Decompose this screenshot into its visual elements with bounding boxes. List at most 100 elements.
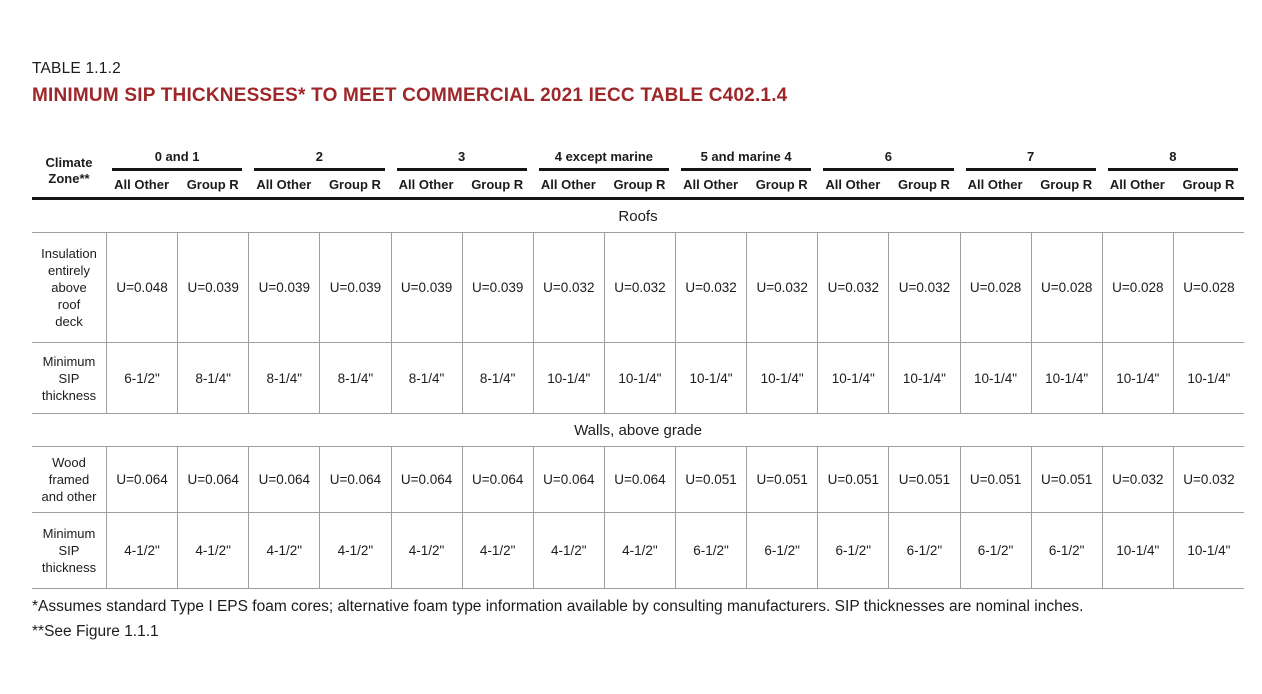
value-cell: U=0.064 bbox=[177, 447, 249, 513]
value-cell: U=0.064 bbox=[106, 447, 178, 513]
value-cell: U=0.064 bbox=[461, 447, 533, 513]
value-cell: U=0.064 bbox=[603, 447, 675, 513]
value-cell: U=0.028 bbox=[1101, 233, 1173, 343]
value-cell: U=0.064 bbox=[532, 447, 604, 513]
value-cell: 4-1/2" bbox=[248, 513, 320, 589]
value-cell: 10-1/4" bbox=[532, 343, 604, 414]
zone-header-label: 0 and 1 bbox=[112, 145, 243, 171]
value-cell: U=0.039 bbox=[248, 233, 320, 343]
value-cell: U=0.051 bbox=[1030, 447, 1102, 513]
subheader-cell: All Other bbox=[540, 176, 596, 192]
value-cell: U=0.039 bbox=[319, 233, 391, 343]
section-title: Walls, above grade bbox=[32, 414, 1244, 447]
value-cell: 10-1/4" bbox=[888, 343, 960, 414]
value-cell: 4-1/2" bbox=[177, 513, 249, 589]
value-cell: U=0.039 bbox=[177, 233, 249, 343]
row-label: Wood framed and other bbox=[32, 447, 106, 513]
value-cell: 10-1/4" bbox=[1101, 513, 1173, 589]
row-label: Minimum SIP thickness bbox=[32, 513, 106, 589]
subheader-cell: Group R bbox=[1182, 176, 1235, 192]
table-number: TABLE 1.1.2 bbox=[32, 60, 121, 77]
value-cell: 8-1/4" bbox=[319, 343, 391, 414]
value-cell: 8-1/4" bbox=[390, 343, 462, 414]
value-cell: 8-1/4" bbox=[177, 343, 249, 414]
value-cell: U=0.028 bbox=[1030, 233, 1102, 343]
zone-header-cell: 5 and marine 4 bbox=[675, 145, 817, 171]
value-cell: U=0.064 bbox=[319, 447, 391, 513]
zone-header-cell: 6 bbox=[817, 145, 959, 171]
value-cell: 6-1/2" bbox=[675, 513, 747, 589]
subheader-cell: All Other bbox=[825, 176, 881, 192]
zone-header-label: 8 bbox=[1107, 145, 1238, 171]
value-cell: U=0.039 bbox=[461, 233, 533, 343]
value-cell: 10-1/4" bbox=[746, 343, 818, 414]
zone-header-label: 6 bbox=[823, 145, 954, 171]
subheader-cell: Group R bbox=[1040, 176, 1093, 192]
header-rule bbox=[32, 197, 1244, 200]
value-cell: U=0.032 bbox=[1172, 447, 1244, 513]
value-cell: 10-1/4" bbox=[1030, 343, 1102, 414]
value-cell: U=0.051 bbox=[817, 447, 889, 513]
value-cell: 6-1/2" bbox=[817, 513, 889, 589]
value-cell: 6-1/2" bbox=[746, 513, 818, 589]
subheader-cell: Group R bbox=[328, 176, 381, 192]
table-title: MINIMUM SIP THICKNESSES* TO MEET COMMERC… bbox=[32, 85, 788, 106]
value-cell: U=0.032 bbox=[532, 233, 604, 343]
value-cell: 4-1/2" bbox=[390, 513, 462, 589]
value-cell: 4-1/2" bbox=[106, 513, 178, 589]
value-cell: U=0.032 bbox=[603, 233, 675, 343]
zone-header-label: 4 except marine bbox=[538, 145, 669, 171]
value-cell: 6-1/2" bbox=[1030, 513, 1102, 589]
value-cell: 6-1/2" bbox=[959, 513, 1031, 589]
value-cell: 10-1/4" bbox=[603, 343, 675, 414]
climate-zone-header: Climate Zone** bbox=[45, 155, 93, 186]
value-cell: 6-1/2" bbox=[106, 343, 178, 414]
zone-header-cell: 4 except marine bbox=[533, 145, 675, 171]
value-cell: 10-1/4" bbox=[1101, 343, 1173, 414]
value-cell: U=0.028 bbox=[1172, 233, 1244, 343]
zone-header-cell: 2 bbox=[248, 145, 390, 171]
subheader-cell: Group R bbox=[755, 176, 808, 192]
value-cell: 10-1/4" bbox=[1172, 343, 1244, 414]
zone-header-cell: 7 bbox=[960, 145, 1102, 171]
value-cell: U=0.048 bbox=[106, 233, 178, 343]
value-cell: U=0.051 bbox=[746, 447, 818, 513]
zone-header-label: 5 and marine 4 bbox=[681, 145, 812, 171]
subheader-cell: All Other bbox=[967, 176, 1023, 192]
value-cell: 4-1/2" bbox=[461, 513, 533, 589]
zone-header-cell: 3 bbox=[391, 145, 533, 171]
zone-header-label: 2 bbox=[254, 145, 385, 171]
value-cell: U=0.032 bbox=[817, 233, 889, 343]
footnote-double-asterisk: **See Figure 1.1.1 bbox=[32, 623, 159, 640]
value-cell: U=0.064 bbox=[390, 447, 462, 513]
zone-header-label: 7 bbox=[965, 145, 1096, 171]
subheader-cell: Group R bbox=[613, 176, 666, 192]
footnotes: *Assumes standard Type I EPS foam cores;… bbox=[32, 594, 1083, 644]
value-cell: 4-1/2" bbox=[532, 513, 604, 589]
value-cell: U=0.032 bbox=[888, 233, 960, 343]
value-cell: U=0.051 bbox=[959, 447, 1031, 513]
subheader-cell: All Other bbox=[1109, 176, 1165, 192]
value-cell: U=0.032 bbox=[746, 233, 818, 343]
row-label: Insulation entirely above roof deck bbox=[32, 233, 106, 343]
title-block: TABLE 1.1.2 MINIMUM SIP THICKNESSES* TO … bbox=[32, 60, 787, 107]
subheader-cell: All Other bbox=[683, 176, 739, 192]
value-cell: U=0.032 bbox=[675, 233, 747, 343]
zone-header-label: 3 bbox=[396, 145, 527, 171]
subheader-cell: Group R bbox=[186, 176, 239, 192]
zone-header-cell: 8 bbox=[1102, 145, 1244, 171]
subheader-cell: Group R bbox=[471, 176, 524, 192]
row-label: Minimum SIP thickness bbox=[32, 343, 106, 414]
value-cell: 10-1/4" bbox=[675, 343, 747, 414]
zone-header-cell: 0 and 1 bbox=[106, 145, 248, 171]
value-cell: U=0.032 bbox=[1101, 447, 1173, 513]
subheader-cell: All Other bbox=[114, 176, 170, 192]
subheader-cell: All Other bbox=[398, 176, 454, 192]
section-title: Roofs bbox=[32, 200, 1244, 233]
footnote-asterisk: *Assumes standard Type I EPS foam cores;… bbox=[32, 598, 1084, 615]
value-cell: U=0.064 bbox=[248, 447, 320, 513]
value-cell: 4-1/2" bbox=[319, 513, 391, 589]
value-cell: U=0.028 bbox=[959, 233, 1031, 343]
value-cell: 8-1/4" bbox=[461, 343, 533, 414]
